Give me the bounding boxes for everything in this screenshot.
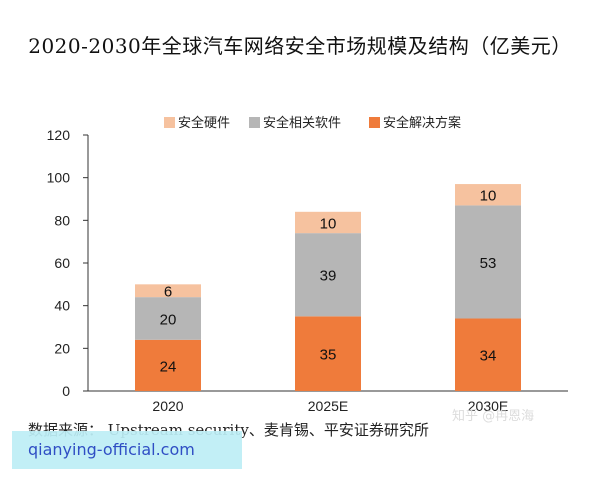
legend-label: 安全相关软件 — [263, 115, 341, 131]
bar-segment — [295, 211, 361, 234]
data-label: 10 — [480, 188, 497, 205]
data-label: 24 — [160, 358, 177, 375]
bar-segment — [135, 339, 201, 391]
data-label: 34 — [480, 348, 497, 365]
data-label: 35 — [320, 347, 337, 364]
y-tick-label: 40 — [54, 298, 70, 314]
x-tick-label: 2025E — [308, 398, 348, 414]
y-tick-label: 20 — [54, 340, 70, 356]
y-tick-label: 80 — [54, 212, 70, 228]
y-tick-label: 120 — [47, 127, 71, 143]
bar-segment — [455, 318, 521, 391]
legend-swatch — [164, 117, 175, 128]
data-label: 39 — [320, 268, 337, 285]
x-tick-label: 2020 — [152, 398, 183, 414]
data-label: 53 — [480, 255, 497, 272]
legend-swatch — [369, 117, 380, 128]
legend-label: 安全硬件 — [178, 115, 230, 131]
chart-bars: 24 20 6 35 39 10 34 53 10 — [135, 184, 521, 391]
site-badge-label[interactable]: qianying-official.com — [28, 440, 195, 459]
legend-label: 安全解决方案 — [383, 115, 461, 131]
y-tick-label: 0 — [62, 383, 70, 399]
legend-swatch — [249, 117, 260, 128]
bar-segment — [295, 233, 361, 317]
chart-legend: 安全硬件 安全相关软件 安全解决方案 — [164, 115, 461, 131]
bar-segment — [295, 316, 361, 391]
y-tick-label: 100 — [47, 170, 71, 186]
watermark: 知乎 @冉恩海 — [452, 409, 535, 424]
bar-segment — [455, 205, 521, 319]
bar-segment — [455, 184, 521, 206]
bar-segment — [135, 284, 201, 298]
chart-title: 2020-2030年全球汽车网络安全市场规模及结构（亿美元） — [28, 34, 572, 58]
data-label: 20 — [160, 311, 177, 328]
data-label: 6 — [164, 284, 172, 301]
bar-segment — [135, 297, 201, 340]
x-tick-label: 2030E — [468, 398, 508, 414]
data-label: 10 — [320, 215, 337, 232]
site-badge[interactable]: qianying-official.com — [12, 431, 242, 469]
y-tick-label: 60 — [54, 255, 70, 271]
